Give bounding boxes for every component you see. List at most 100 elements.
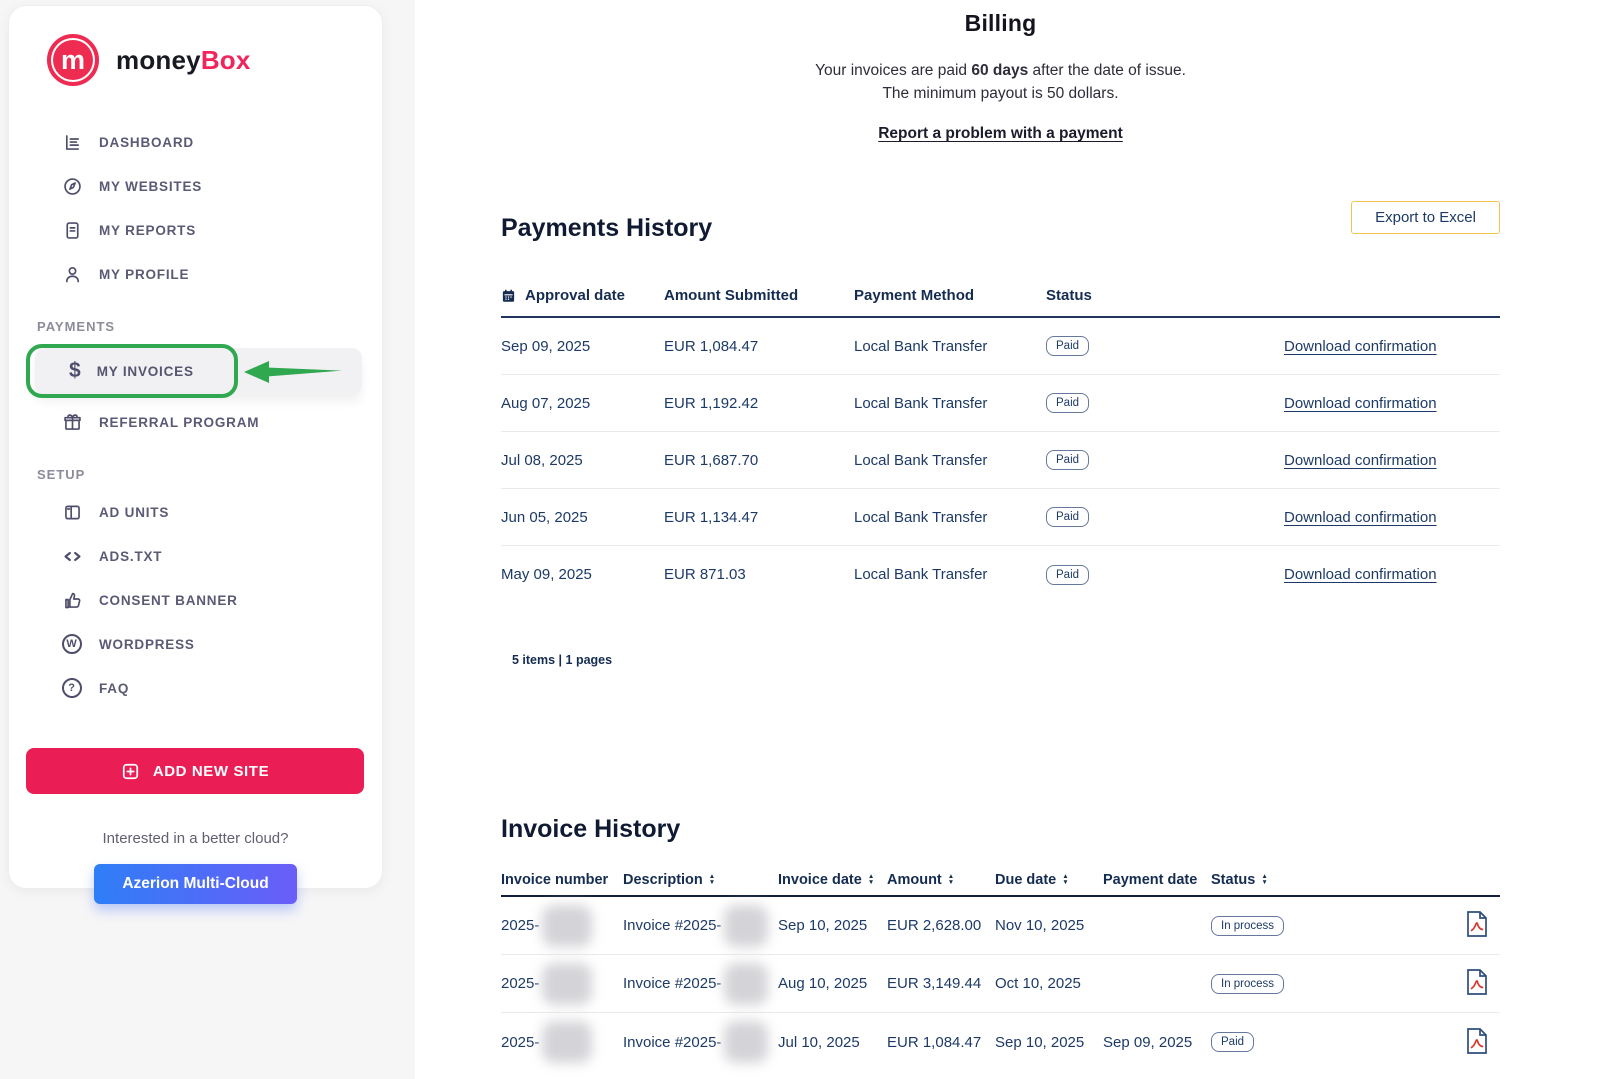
sort-icon[interactable]: ▲ ▼ [867,873,875,887]
report-problem-link[interactable]: Report a problem with a payment [878,125,1123,142]
invoice-number: 2025- [501,1033,540,1051]
approval-date: Jul 08, 2025 [501,451,583,469]
download-confirmation-link[interactable]: Download confirmation [1284,566,1437,583]
sidebar-item-label: MY REPORTS [99,222,197,238]
status-badge: Paid [1046,450,1090,470]
websites-icon [61,175,83,197]
sidebar-item-my-profile[interactable]: MY PROFILE [9,252,382,296]
payment-row: Jun 05, 2025 EUR 1,134.47 Local Bank Tra… [501,489,1500,546]
sidebar-item-my-websites[interactable]: MY WEBSITES [9,164,382,208]
download-confirmation-link[interactable]: Download confirmation [1284,394,1437,412]
redacted-blur [724,962,769,1005]
invoices-dollar-icon: $ [69,359,81,382]
billing-intro-text: Your invoices are paid 60 days after the… [815,62,1186,102]
col-status[interactable]: Status ▲ ▼ [1211,872,1268,888]
invoice-amount: EUR 1,084.47 [887,1033,982,1051]
sidebar-item-referral-program[interactable]: REFERRAL PROGRAM [9,400,382,444]
col-payment-date: Payment date [1103,872,1198,888]
sidebar-item-consent-banner[interactable]: CONSENT BANNER [9,578,382,622]
invoice-date: Jul 10, 2025 [778,1033,860,1051]
calendar-icon [501,288,516,303]
sidebar-item-dashboard[interactable]: DASHBOARD [9,120,382,164]
sidebar: m moneyBox DASHBOARD MY WEBSITES [8,5,383,904]
plus-square-icon [121,762,140,781]
download-pdf-button[interactable] [1466,911,1488,940]
brand-wordmark: moneyBox [116,45,251,76]
billing-intro-bold: 60 days [971,62,1029,79]
download-confirmation-link[interactable]: Download confirmation [1284,451,1437,469]
code-icon [61,545,83,567]
sidebar-item-ads-txt[interactable]: ADS.TXT [9,534,382,578]
sidebar-item-label: DASHBOARD [99,134,194,150]
redacted-blur [724,1021,769,1063]
payments-section-label: PAYMENTS [37,319,116,334]
invoice-row: 2025- Invoice #2025- Aug 10, 2025 EUR 3,… [501,955,1500,1013]
col-amount[interactable]: Amount ▲ ▼ [887,872,955,888]
sidebar-item-label: MY WEBSITES [99,178,203,194]
main-content: Billing Your invoices are paid 60 days a… [415,0,1600,1079]
pdf-icon [1467,1027,1487,1054]
payment-method: Local Bank Transfer [854,508,988,526]
invoice-number: 2025- [501,975,540,992]
invoice-row: 2025- Invoice #2025- Sep 10, 2025 EUR 2,… [501,897,1500,955]
redacted-blur [724,904,769,947]
redacted-blur [542,1021,593,1063]
brand-name-accent: Box [200,44,251,75]
setup-section-label: SETUP [37,467,86,482]
dashboard-icon [61,131,83,153]
payment-method: Local Bank Transfer [854,451,988,469]
col-invoice-number: Invoice number [501,872,609,888]
wordpress-icon: W [61,633,83,655]
invoice-row: 2025- Invoice #2025- Jul 10, 2025 EUR 1,… [501,1013,1500,1071]
status-badge: In process [1211,915,1285,936]
sort-icon[interactable]: ▲ ▼ [1062,873,1069,887]
col-status: Status [1046,286,1092,304]
sort-icon[interactable]: ▲ ▼ [947,873,955,887]
invoice-description: Invoice #2025- [623,975,722,992]
sidebar-item-my-reports[interactable]: MY REPORTS [9,208,382,252]
download-pdf-button[interactable] [1466,969,1488,998]
download-pdf-button[interactable] [1466,1027,1488,1057]
brand-logo[interactable]: m moneyBox [9,28,382,92]
payments-table-header: Approval date Amount Submitted Payment M… [501,274,1500,318]
download-confirmation-link[interactable]: Download confirmation [1284,508,1437,526]
cloud-question-text: Interested in a better cloud? [102,830,289,847]
reports-icon [61,219,83,241]
invoice-amount: EUR 2,628.00 [887,917,982,934]
export-to-excel-button[interactable]: Export to Excel [1351,201,1500,234]
sidebar-item-faq[interactable]: ? FAQ [9,666,382,710]
payment-method: Local Bank Transfer [854,566,988,583]
sidebar-item-label: ADS.TXT [99,548,163,564]
sidebar-item-ad-units[interactable]: AD UNITS [9,490,382,534]
payment-row: May 09, 2025 EUR 871.03 Local Bank Trans… [501,546,1500,603]
sidebar-item-wordpress[interactable]: W WORDPRESS [9,622,382,666]
invoice-due-date: Oct 10, 2025 [995,975,1081,992]
approval-date: Aug 07, 2025 [501,394,591,412]
question-icon: ? [61,677,83,699]
col-approval-date: Approval date [501,287,664,304]
status-badge: Paid [1046,507,1090,527]
sidebar-item-my-invoices[interactable]: $ MY INVOICES [35,348,362,394]
redacted-blur [542,904,593,947]
sort-icon[interactable]: ▲ ▼ [708,873,716,887]
invoice-date: Sep 10, 2025 [778,917,868,934]
amount-submitted: EUR 1,687.70 [664,451,759,469]
col-invoice-date[interactable]: Invoice date ▲ ▼ [778,872,875,888]
sort-icon[interactable]: ▲ ▼ [1261,873,1268,887]
invoice-history-title: Invoice History [501,815,681,843]
add-new-site-button[interactable]: ADD NEW SITE [26,748,364,794]
sidebar-item-label: REFERRAL PROGRAM [99,414,260,430]
approval-date: Jun 05, 2025 [501,508,588,526]
page-title: Billing [964,10,1037,36]
ad-units-icon [61,501,83,523]
azerion-multi-cloud-button[interactable]: Azerion Multi-Cloud [94,864,297,904]
status-badge: Paid [1046,564,1090,585]
payment-row: Aug 07, 2025 EUR 1,192.42 Local Bank Tra… [501,375,1500,432]
pdf-icon [1467,911,1487,937]
col-due-date[interactable]: Due date ▲ ▼ [995,872,1069,888]
col-description[interactable]: Description ▲ ▼ [623,872,716,888]
download-confirmation-link[interactable]: Download confirmation [1284,337,1437,355]
sidebar-item-label: AD UNITS [99,504,170,520]
brand-logo-icon: m [47,34,99,86]
